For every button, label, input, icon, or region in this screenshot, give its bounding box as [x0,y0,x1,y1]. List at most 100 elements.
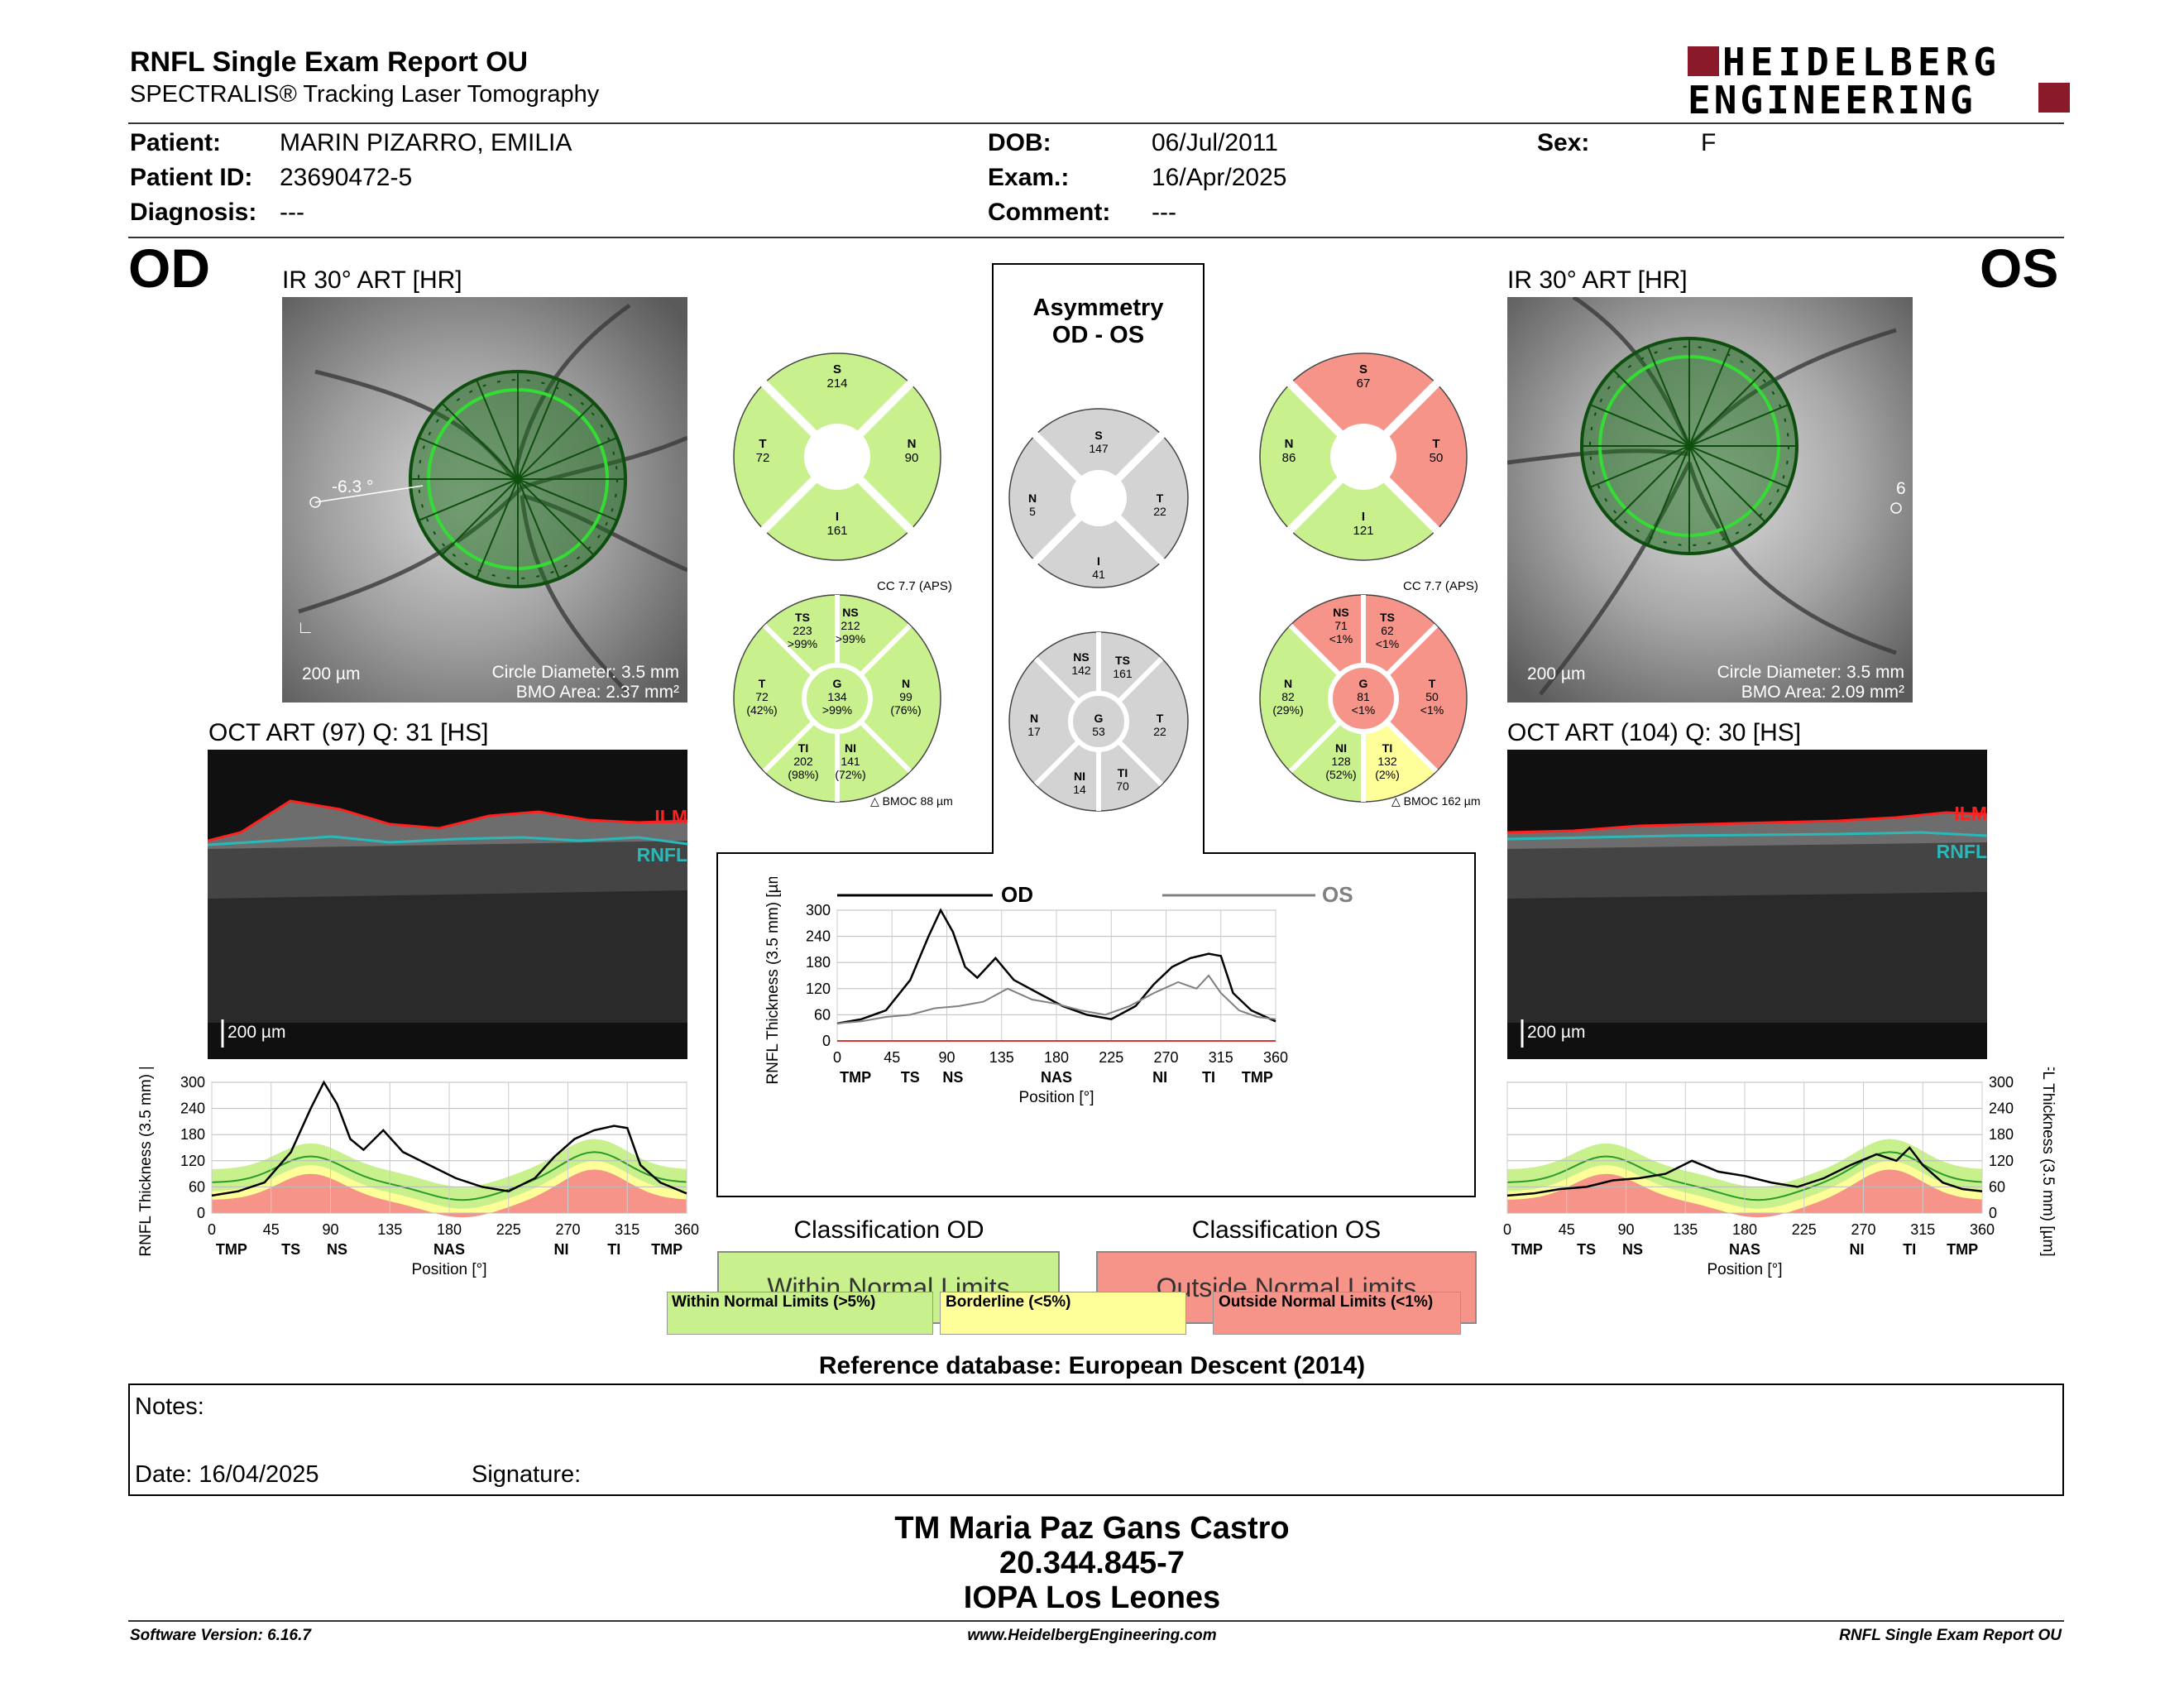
legend-os-label: OS [1322,882,1353,907]
x-tick-label: 270 [555,1221,580,1238]
x-tick-label: 180 [1732,1221,1757,1238]
notes-box[interactable] [128,1383,2064,1496]
exam-label: Exam.: [988,164,1070,191]
os-q-n: N 86 [1281,437,1296,465]
y-tick-label: 0 [197,1205,205,1221]
os-g-g: G 81 <1% [1351,677,1376,717]
footer-rule [128,1620,2064,1622]
od-q-t: T 72 [755,437,770,465]
os-g-t: T 50 <1% [1420,677,1444,717]
x-tick-label: 315 [1209,1049,1233,1066]
y-tick-label: 180 [1989,1126,2014,1143]
region-label: NI [1152,1069,1167,1086]
x-tick-label: 45 [1559,1221,1575,1238]
y-tick-label: 60 [189,1178,205,1195]
os-fundus-scale: 200 µm [1527,664,1586,683]
footer-url[interactable]: www.HeidelbergEngineering.com [967,1627,1217,1644]
x-tick-label: 135 [989,1049,1014,1066]
region-label: NAS [1729,1241,1760,1258]
y-tick-label: 120 [1989,1153,2014,1169]
legend-wnl-box [667,1292,933,1335]
asymmetry-title: Asymmetry OD - OS [1032,295,1164,348]
x-tick-label: 270 [1153,1049,1178,1066]
asym-g-n: N 17 [1027,712,1041,738]
os-oct-bscan: ILM RNFL 200 µm [1507,750,1987,1059]
od-cc: CC 7.7 (APS) [877,579,952,593]
report-subtitle: SPECTRALIS® Tracking Laser Tomography [130,81,600,108]
os-fundus-svg [1507,297,1913,703]
y-tick-label: 300 [180,1074,205,1091]
od-fundus-scale: 200 µm [302,664,361,683]
od-angle: -6.3 ° [332,477,374,496]
region-label: TI [1202,1069,1215,1086]
y-tick-label: 240 [180,1101,205,1117]
x-tick-label: 180 [437,1221,462,1238]
notes-label: Notes: [135,1393,204,1420]
y-tick-label: 120 [180,1153,205,1169]
asymmetry-frame [716,263,1476,1197]
od-oct-svg [208,750,687,1059]
os-q-s: S 67 [1356,362,1371,391]
y-tick-label: 120 [806,981,831,997]
os-bmo-area: BMO Area: 2.09 mm² [1741,683,1904,702]
y-tick-label: 0 [1989,1205,1997,1221]
region-label: TMP [1947,1241,1978,1258]
asym-q-t: T 22 [1153,492,1166,518]
od-fundus-svg: ∟ [282,297,687,703]
classification-os-title: Classification OS [1191,1216,1382,1244]
od-oct-scale: 200 µm [228,1023,286,1042]
region-label: NAS [1041,1069,1072,1086]
os-g-ts: TS 62 <1% [1375,611,1400,650]
y-tick-label: 60 [1989,1178,2005,1195]
patient-rule [128,237,2064,238]
os-oct-scale: 200 µm [1527,1023,1586,1042]
series-line-od [836,908,1276,1025]
os-fundus-image: 6 200 µm Circle Diameter: 3.5 mm BMO Are… [1507,297,1913,703]
od-rnfl-label: RNFL [636,844,687,866]
od-fundus-image: ∟ -6.3 ° 200 µm Circle Diameter: 3.5 mm … [282,297,687,703]
os-g-n: N 82 (29%) [1272,677,1304,717]
region-label: NS [942,1069,963,1086]
x-tick-label: 270 [1851,1221,1875,1238]
notes-signature: Signature: [472,1461,582,1488]
region-label: NAS [433,1241,465,1258]
od-g-n: N 99 (76%) [890,677,922,717]
os-q-i: I 121 [1353,510,1374,538]
os-rnfl-label: RNFL [1936,841,1987,862]
region-label: TS [281,1241,300,1258]
patient-id: 23690472-5 [280,164,413,191]
x-tick-label: 315 [1910,1221,1935,1238]
footer-report: RNFL Single Exam Report OU [1839,1627,2062,1644]
y-tick-label: 60 [814,1006,831,1023]
os-bmoc: △ BMOC 162 µm [1391,794,1481,808]
x-tick-label: 225 [1792,1221,1817,1238]
signature-name: TM Maria Paz Gans Castro [894,1511,1290,1546]
asym-g-ns: NS 142 [1071,650,1091,677]
logo-red-square-bottom [2038,83,2070,113]
os-sector-chart-quadrant [1259,352,1468,561]
os-ilm-label: ILM [1954,803,1987,824]
x-axis-title: Position [°] [1707,1261,1782,1278]
os-g-ti: TI 132 (2%) [1375,741,1400,781]
signature-rut: 20.344.845-7 [999,1546,1185,1580]
legend-onl: Outside Normal Limits (<1%) [1219,1293,1434,1311]
od-fundus-scale-icon: ∟ [297,618,314,637]
x-tick-label: 0 [208,1221,216,1238]
od-bmo-area: BMO Area: 2.37 mm² [515,683,679,702]
os-sector-chart-garway [1259,594,1468,803]
x-tick-label: 90 [1617,1221,1634,1238]
y-axis-title: RNFL Thickness (3.5 mm) [µm] [137,1067,155,1257]
region-label: TS [1577,1241,1596,1258]
asym-g-g: G 53 [1092,712,1105,738]
od-g-t: T 72 (42%) [746,677,778,717]
notes-date: Date: 16/04/2025 [135,1461,319,1488]
x-tick-label: 135 [1673,1221,1698,1238]
classification-od-title: Classification OD [793,1216,984,1244]
diagnosis-label: Diagnosis: [130,199,257,226]
x-tick-label: 315 [615,1221,639,1238]
od-sector-chart-garway [733,594,941,803]
od-oct-bscan: ILM RNFL 200 µm [208,750,687,1059]
sex-value: F [1701,129,1717,156]
heidelberg-logo: HEIDELBERG ENGINEERING [1688,40,2070,122]
